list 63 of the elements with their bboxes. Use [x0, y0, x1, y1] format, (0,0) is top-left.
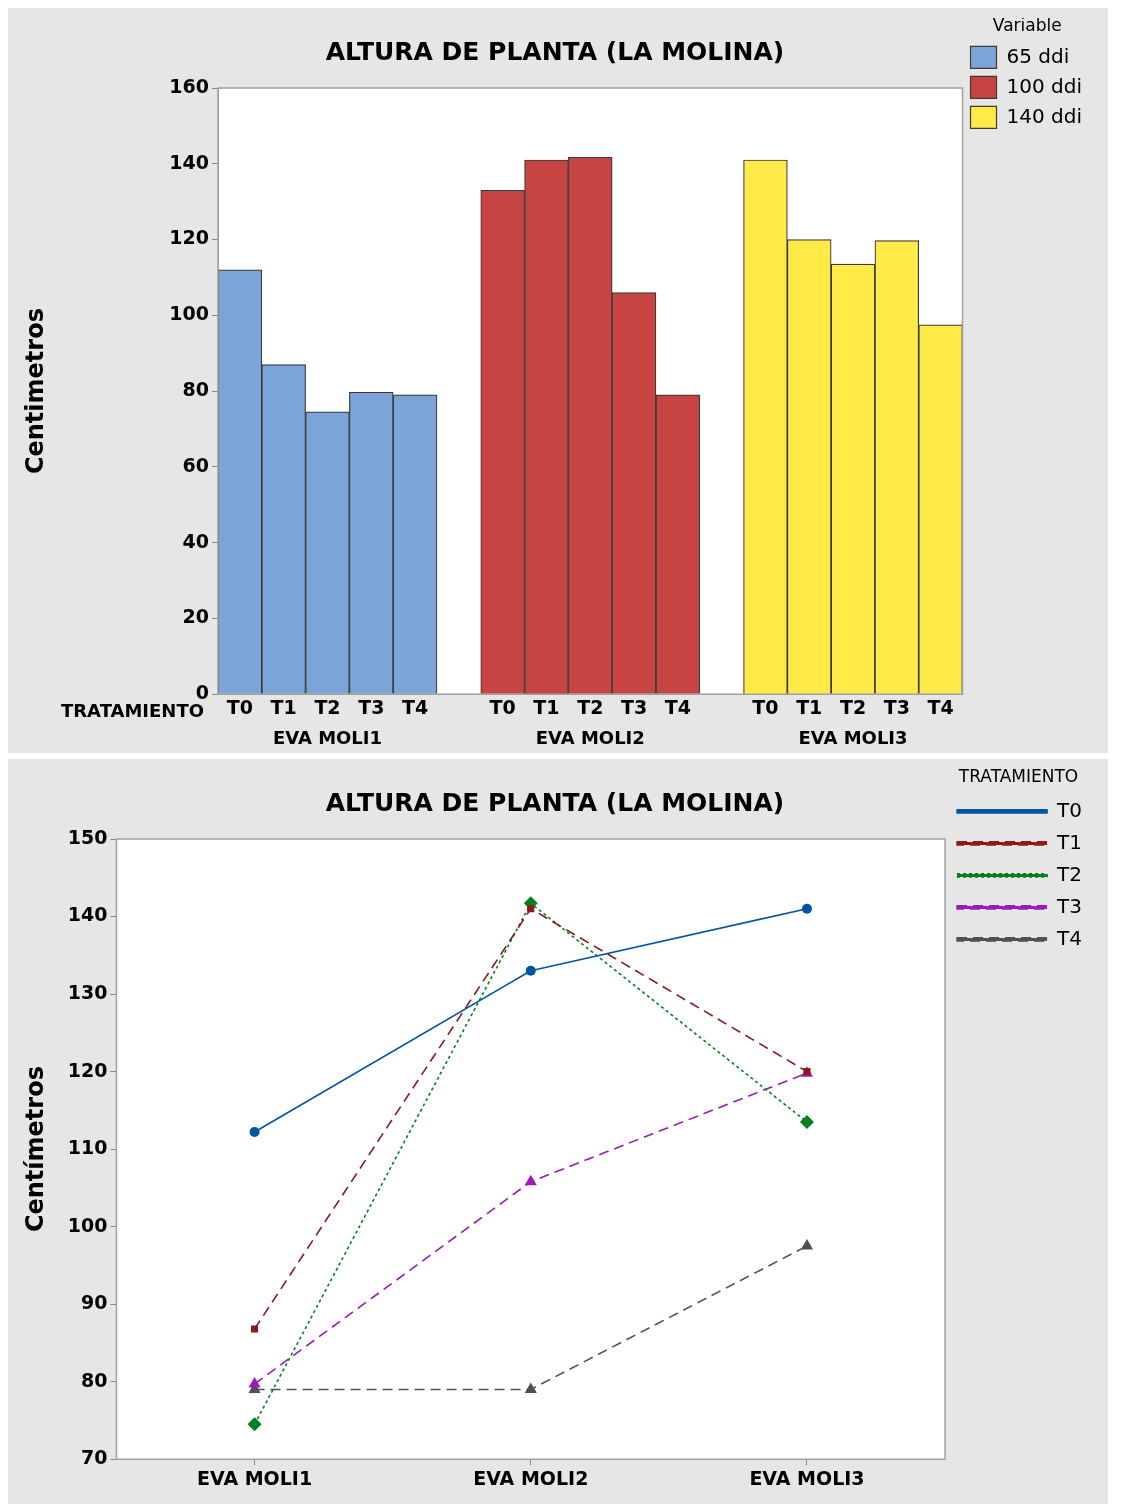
- y-tick-label: 140: [169, 150, 209, 173]
- y-tick-label: 40: [182, 529, 209, 552]
- legend-title: TRATAMIENTO: [957, 765, 1079, 786]
- y-tick-label: 140: [67, 903, 108, 926]
- point: [249, 1127, 260, 1138]
- x-tick-label: T4: [927, 695, 954, 718]
- point: [247, 1417, 262, 1432]
- text: EVA MOLI2: [535, 726, 645, 748]
- x-tick-label: T2: [577, 695, 604, 718]
- y-tick-label: 100: [67, 1213, 108, 1236]
- legend-label: T1: [1056, 829, 1083, 854]
- x-tick-label: T1: [796, 695, 823, 718]
- x-tick-label: T2: [314, 695, 341, 718]
- chart-title: ALTURA DE PLANTA (LA MOLINA): [325, 36, 785, 66]
- y-tick-label: 130: [67, 980, 108, 1003]
- legend-label: T2: [1056, 861, 1083, 886]
- y-tick-label: 70: [81, 1446, 108, 1469]
- x-tick-label: T1: [533, 695, 560, 718]
- x-tick-label: T4: [401, 695, 429, 718]
- y-tick-label: 160: [169, 74, 209, 97]
- y-tick-label: 60: [182, 453, 209, 476]
- x-tick-label: EVA MOLI1: [196, 1466, 313, 1489]
- y-tick-label: 150: [67, 825, 108, 848]
- y-axis-title: Centimetros: [20, 308, 49, 475]
- y-tick-label: 80: [81, 1368, 108, 1391]
- point: [527, 905, 535, 913]
- x-tick-label: T3: [358, 695, 385, 718]
- legend-label: 65 ddi: [1006, 43, 1070, 68]
- point: [524, 1174, 537, 1186]
- x-tick-label: T1: [270, 695, 297, 718]
- text: EVA MOLI3: [798, 726, 908, 748]
- x-tick-label: T3: [620, 695, 648, 718]
- y-tick-label: 120: [67, 1058, 108, 1081]
- y-tick-label: 110: [67, 1136, 108, 1159]
- x-tick-label: T0: [489, 695, 516, 718]
- y-axis-title: Centímetros: [20, 1066, 49, 1233]
- x-tick-label: EVA MOLI2: [473, 1466, 589, 1489]
- legend-label: 100 ddi: [1006, 73, 1083, 98]
- legend-label: T4: [1056, 925, 1083, 950]
- y-tick-label: 120: [169, 226, 209, 249]
- point: [524, 1382, 537, 1393]
- x-tick-label: T3: [883, 695, 910, 718]
- text: EVA MOLI1: [272, 726, 383, 748]
- point: [525, 965, 536, 976]
- x-tick-label: T0: [226, 695, 253, 718]
- point: [801, 903, 812, 914]
- chart-title: ALTURA DE PLANTA (LA MOLINA): [325, 787, 785, 817]
- legend-label: 140 ddi: [1006, 103, 1083, 128]
- point: [248, 1377, 261, 1388]
- point: [799, 1114, 814, 1129]
- x-tick-label: T4: [664, 695, 691, 718]
- y-tick-label: 80: [182, 378, 209, 401]
- point: [800, 1239, 814, 1250]
- y-tick-label: 90: [81, 1291, 108, 1314]
- x-tick-label: EVA MOLI3: [749, 1466, 865, 1489]
- legend-title: Variable: [992, 14, 1062, 35]
- legend-label: T3: [1056, 893, 1083, 918]
- y-tick-label: 20: [182, 605, 209, 628]
- x-tick-label: T0: [752, 695, 779, 718]
- point: [251, 1325, 259, 1333]
- y-tick-label: 100: [169, 302, 209, 325]
- legend-label: T0: [1056, 797, 1083, 822]
- x-tick-label: T2: [839, 695, 867, 718]
